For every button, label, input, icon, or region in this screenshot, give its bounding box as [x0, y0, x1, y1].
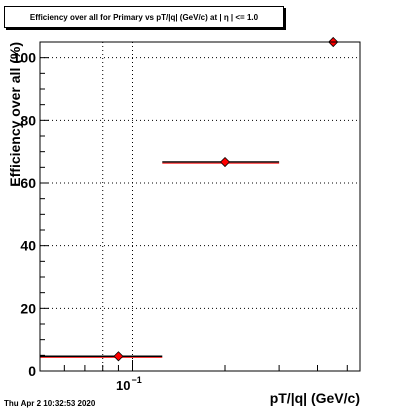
y-tick-label: 80: [20, 112, 36, 128]
x-tick-label-base: 10: [116, 378, 130, 393]
plot-frame: [39, 41, 361, 372]
y-tick-label: 100: [13, 50, 37, 66]
y-tick-label: 20: [20, 300, 36, 316]
y-axis-title: Efficiency over all (%): [7, 42, 23, 187]
error-bars: [40, 161, 280, 358]
y-tick-label: 60: [20, 175, 36, 191]
data-point-marker: [219, 156, 231, 168]
grid-lines: [40, 42, 360, 371]
axis-ticks: [40, 41, 348, 372]
x-axis-title: pT/|q| (GeV/c): [270, 390, 360, 406]
chart-title-box: Efficiency over all for Primary vs pT/|q…: [4, 6, 284, 28]
y-tick-label: 0: [28, 363, 36, 379]
y-tick-label: 40: [20, 238, 36, 254]
data-points: [113, 36, 339, 362]
chart-title: Efficiency over all for Primary vs pT/|q…: [29, 12, 259, 22]
data-point-marker: [113, 351, 124, 362]
axis-labels: 0 20 40 60 80 100 10 −1 pT/|q| (GeV/c) Efficiency…: [7, 42, 360, 406]
footer-timestamp: Thu Apr 2 10:32:53 2020: [4, 399, 96, 408]
x-tick-label-exponent: −1: [132, 375, 142, 385]
